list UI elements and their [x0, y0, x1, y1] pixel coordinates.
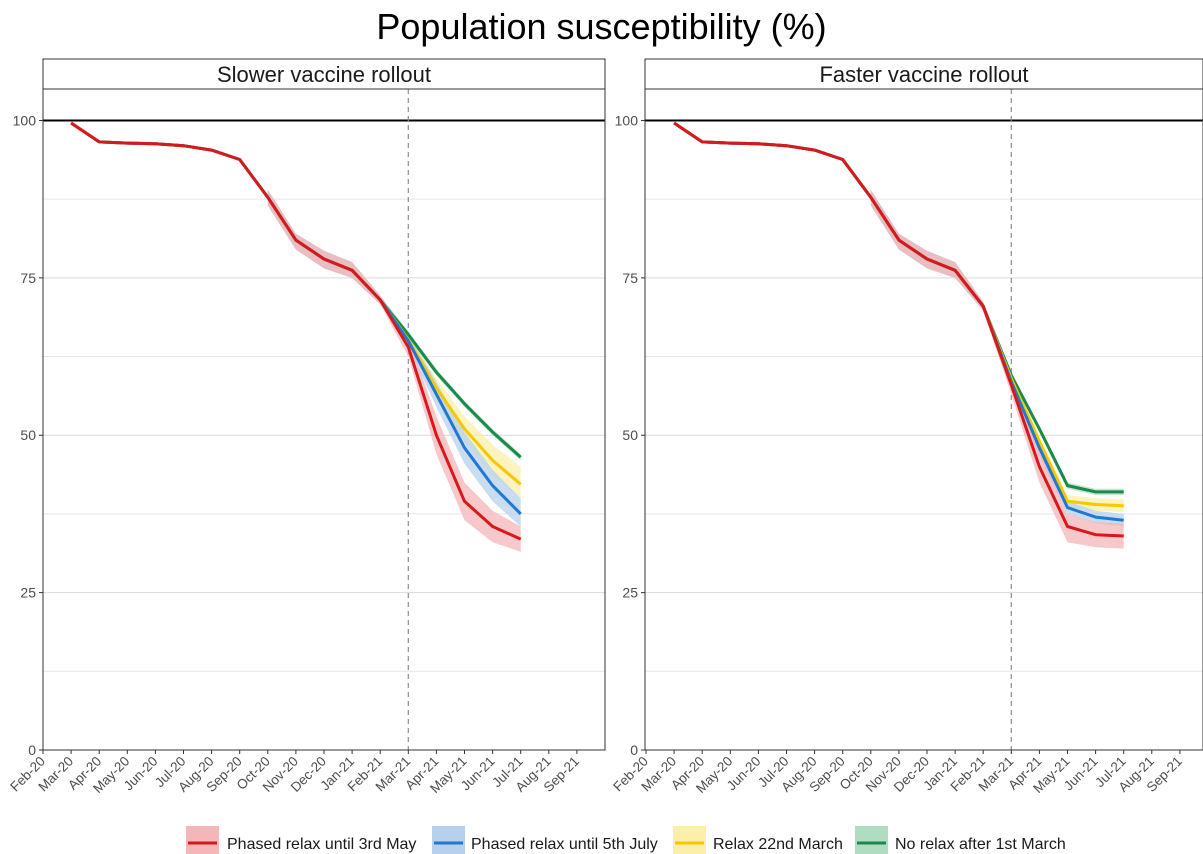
main-title: Population susceptibility (%) [376, 6, 827, 47]
series-line-relax-22nd-march [673, 121, 1124, 508]
y-tick-label: 0 [28, 742, 36, 758]
panel-slower-vaccine-rollout: Slower vaccine rollout0255075100Feb-20Ma… [7, 58, 606, 796]
panel-strip [42, 58, 606, 90]
panel-title: Slower vaccine rollout [217, 62, 431, 87]
panel-faster-vaccine-rollout: Faster vaccine rollout0255075100Feb-20Ma… [610, 58, 1203, 796]
series-line-phased-relax-until-3rd-may [673, 121, 1124, 538]
legend-item-relax-22nd-march: Relax 22nd March [673, 826, 843, 854]
legend-key-fill [186, 826, 219, 854]
y-tick-label: 50 [20, 427, 36, 443]
legend-key-fill [432, 826, 465, 854]
legend-label: Phased relax until 5th July [471, 836, 658, 853]
series-line-no-relax-after-1st-march [673, 121, 1124, 494]
legend-label: Relax 22nd March [713, 836, 843, 853]
y-tick-label: 25 [622, 585, 638, 601]
ribbon-phased-relax-until-3rd-may [870, 189, 1124, 549]
series-line-phased-relax-until-3rd-may [70, 121, 522, 541]
y-tick-label: 25 [20, 585, 36, 601]
y-tick-label: 100 [13, 112, 37, 128]
y-tick-label: 0 [630, 742, 638, 758]
y-tick-label: 75 [622, 270, 638, 286]
ribbon-phased-relax-until-5th-july [267, 189, 521, 527]
legend-label: Phased relax until 3rd May [227, 836, 416, 853]
legend-item-phased-relax-until-3rd-may: Phased relax until 3rd May [186, 826, 416, 854]
ribbon-phased-relax-until-3rd-may [267, 189, 521, 552]
y-tick-label: 75 [20, 270, 36, 286]
panel-title: Faster vaccine rollout [819, 62, 1028, 87]
ribbon-relax-22nd-march [267, 189, 521, 499]
legend-key-fill [673, 826, 706, 854]
panel-strip [644, 58, 1203, 90]
legend: Phased relax until 3rd May Phased relax u… [186, 826, 1066, 854]
y-tick-label: 50 [622, 427, 638, 443]
legend-item-no-relax-after-1st-march: No relax after 1st March [855, 826, 1066, 854]
legend-label: No relax after 1st March [895, 836, 1066, 853]
y-tick-label: 100 [615, 112, 639, 128]
panel-border [644, 88, 1203, 751]
legend-key-fill [855, 826, 888, 854]
legend-item-phased-relax-until-5th-july: Phased relax until 5th July [432, 826, 658, 854]
panel-border [42, 88, 606, 751]
series-line-phased-relax-until-5th-july [70, 121, 522, 515]
